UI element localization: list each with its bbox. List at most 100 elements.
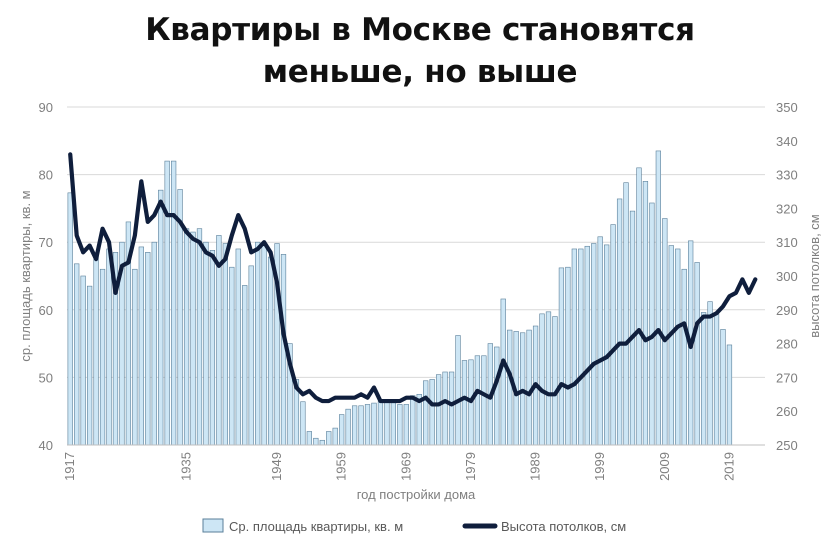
y-right-tick-label: 290 <box>776 303 798 318</box>
bar <box>604 244 610 446</box>
y-axis-left-label: ср. площадь квартиры, кв. м <box>18 190 33 361</box>
ceiling-height-line <box>68 152 758 407</box>
bar <box>106 248 112 446</box>
bar <box>448 371 455 446</box>
bar <box>545 311 552 446</box>
y-left-tick-label: 70 <box>39 235 53 250</box>
bar <box>93 255 99 446</box>
y-right-tick-label: 280 <box>776 337 798 352</box>
bar <box>138 246 144 446</box>
bar <box>700 312 707 446</box>
x-tick-label: 1989 <box>528 452 543 481</box>
bar <box>455 335 461 446</box>
bar <box>397 404 403 446</box>
bar <box>255 241 261 446</box>
bar <box>86 285 93 446</box>
bar <box>552 316 558 446</box>
x-tick-label: 1959 <box>334 452 349 481</box>
bar <box>229 266 235 446</box>
bar <box>429 379 435 446</box>
bar <box>720 329 726 446</box>
bar <box>629 210 636 446</box>
y-right-tick-label: 260 <box>776 404 798 419</box>
y-right-tick-label: 350 <box>776 100 798 115</box>
y-left-tick-label: 60 <box>39 303 53 318</box>
bar <box>642 181 649 446</box>
bar <box>384 399 390 446</box>
legend: Ср. площадь квартиры, кв. м Высота потол… <box>202 518 626 534</box>
y-right-tick-label: 320 <box>776 201 798 216</box>
legend-label-ceiling: Высота потолков, см <box>501 519 626 534</box>
line-series-ceiling <box>68 152 758 407</box>
bar <box>597 236 603 446</box>
bar <box>261 245 267 446</box>
x-tick-label: 1935 <box>179 452 194 481</box>
bar <box>242 285 248 446</box>
bar <box>591 243 597 446</box>
y-left-tick-label: 40 <box>39 438 53 453</box>
bar <box>345 408 351 446</box>
x-tick-label: 1979 <box>463 452 478 481</box>
x-tick-label: 1949 <box>269 452 284 481</box>
bar <box>435 374 442 446</box>
bar <box>390 400 396 446</box>
bar <box>481 355 487 446</box>
bar <box>713 313 720 446</box>
bar <box>539 313 545 446</box>
bar <box>74 263 80 446</box>
bar <box>494 346 500 446</box>
chart-title-line-2: меньше, но выше <box>262 54 578 90</box>
bar <box>423 380 429 446</box>
bar <box>649 202 655 446</box>
y-right-tick-label: 300 <box>776 269 798 284</box>
axes: 40 50 60 70 80 90 250 260 270 280 290 300 310 320 330 3… <box>39 100 798 481</box>
bar <box>623 182 629 446</box>
bar <box>364 404 371 446</box>
bar <box>248 265 254 446</box>
bar <box>565 266 571 446</box>
y-right-tick-label: 250 <box>776 438 798 453</box>
y-right-tick-label: 330 <box>776 168 798 183</box>
bar <box>339 414 345 446</box>
bar <box>681 268 687 446</box>
bar <box>578 248 584 446</box>
bar <box>675 248 681 446</box>
x-tick-label: 1917 <box>62 452 77 481</box>
bar <box>442 371 448 446</box>
bar <box>313 437 319 446</box>
bar <box>403 404 409 446</box>
bar <box>571 248 577 446</box>
bar <box>726 344 733 446</box>
bar <box>584 245 590 446</box>
bar <box>662 218 668 446</box>
bar <box>67 192 73 446</box>
bar <box>377 401 384 446</box>
x-tick-label: 1969 <box>398 452 413 481</box>
bar <box>332 427 338 446</box>
bar <box>461 360 468 446</box>
y-right-tick-label: 270 <box>776 370 798 385</box>
bar <box>558 267 565 446</box>
bar <box>267 256 274 446</box>
bar <box>183 228 190 446</box>
y-axis-right-label: высота потолков, см <box>807 214 822 338</box>
chart-title-line-1: Квартиры в Москве становятся <box>145 12 695 48</box>
bar <box>158 189 164 446</box>
bar <box>203 241 209 446</box>
bar <box>151 241 157 446</box>
bar <box>99 268 106 446</box>
y-left-tick-label: 80 <box>39 168 53 183</box>
x-tick-label: 2009 <box>657 452 672 481</box>
bar <box>616 198 623 446</box>
bar <box>190 231 196 446</box>
bar <box>145 252 151 446</box>
bar <box>209 250 216 446</box>
x-axis-label: год постройки дома <box>357 487 476 502</box>
bar <box>371 402 377 446</box>
bar <box>319 439 325 446</box>
bar <box>655 150 661 446</box>
bar-series-area <box>67 150 733 446</box>
bar <box>610 224 616 446</box>
bar <box>410 395 416 446</box>
legend-label-area: Ср. площадь квартиры, кв. м <box>229 519 403 534</box>
